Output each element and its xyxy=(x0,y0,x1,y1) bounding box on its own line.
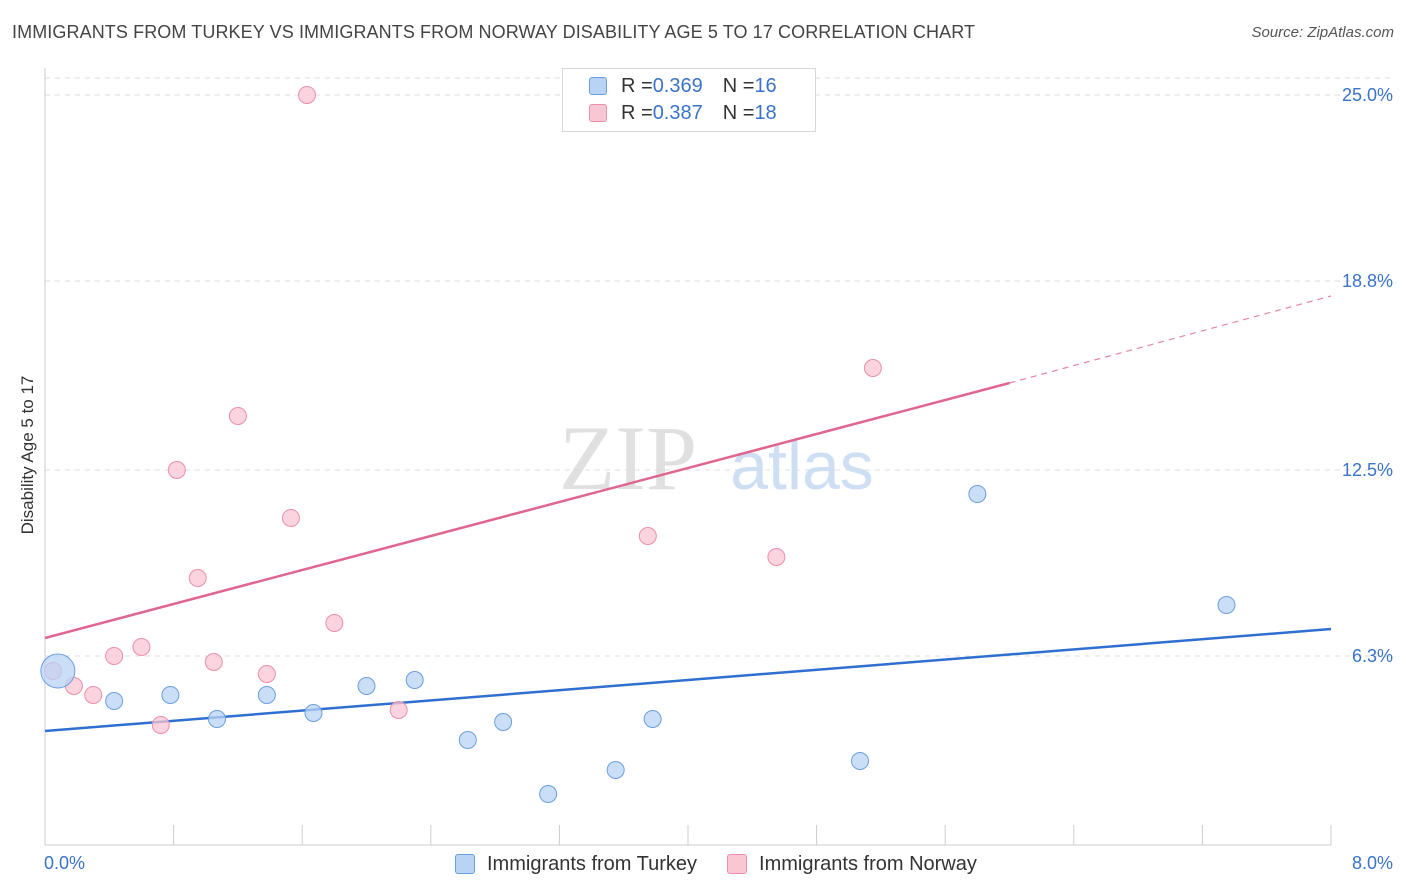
point-norway xyxy=(228,407,247,425)
y-tick-label: 12.5% xyxy=(1342,460,1393,480)
legend-n-label: N = xyxy=(722,101,755,124)
legend-label-turkey: Immigrants from Turkey xyxy=(487,852,698,875)
x-tick-label: 8.0% xyxy=(1352,853,1393,873)
point-turkey xyxy=(105,692,124,710)
watermark: ZIP atlas xyxy=(559,407,874,509)
legend-r-label: R = xyxy=(621,101,653,124)
point-turkey xyxy=(208,710,227,728)
axes xyxy=(44,68,1332,846)
legend-n-label: N = xyxy=(722,74,755,97)
y-tick-label: 25.0% xyxy=(1342,85,1393,105)
legend-r-value: 0.369 xyxy=(652,74,703,97)
point-norway xyxy=(151,716,170,734)
legend-item-turkey[interactable]: Immigrants from Turkey xyxy=(455,853,697,876)
point-turkey xyxy=(851,752,870,770)
point-norway xyxy=(863,359,882,377)
point-turkey xyxy=(1217,596,1236,614)
chart-title: IMMIGRANTS FROM TURKEY VS IMMIGRANTS FRO… xyxy=(12,22,976,42)
point-turkey xyxy=(539,785,558,803)
point-turkey xyxy=(494,713,513,731)
x-tick-label: 0.0% xyxy=(44,853,85,873)
point-norway xyxy=(389,701,408,719)
legend-n-value: 18 xyxy=(754,101,777,124)
legend-row-turkey: R = 0.369 N = 16 xyxy=(589,74,777,98)
watermark-zip: ZIP xyxy=(559,407,697,509)
trend-line-norway-extension xyxy=(1009,295,1332,384)
point-norway xyxy=(84,686,103,704)
point-turkey xyxy=(968,485,987,503)
source-credit: Source: ZipAtlas.com xyxy=(1251,24,1394,41)
point-norway xyxy=(325,614,344,632)
y-axis-label: Disability Age 5 to 17 xyxy=(18,375,37,535)
point-norway xyxy=(638,527,657,545)
point-norway xyxy=(257,665,276,683)
legend-item-norway[interactable]: Immigrants from Norway xyxy=(727,853,977,876)
gridlines xyxy=(45,77,1395,657)
point-norway xyxy=(298,86,317,104)
point-norway xyxy=(132,638,151,656)
legend-row-norway: R = 0.387 N = 18 xyxy=(589,101,777,125)
legend-label-norway: Immigrants from Norway xyxy=(759,852,977,875)
legend-r-value: 0.387 xyxy=(652,101,703,124)
point-norway xyxy=(204,653,223,671)
legend-swatch-norway xyxy=(589,104,607,122)
point-turkey xyxy=(458,731,477,749)
tick-labels: 6.3% 12.5% 18.8% 25.0% 0.0% 8.0% xyxy=(44,85,1393,873)
legend-r-label: R = xyxy=(621,74,653,97)
point-turkey xyxy=(40,653,76,689)
legend-n-value: 16 xyxy=(754,74,777,97)
watermark-atlas: atlas xyxy=(730,428,874,504)
trend-lines xyxy=(44,295,1332,733)
legend-swatch-turkey xyxy=(589,77,607,95)
point-turkey xyxy=(405,671,424,689)
point-turkey xyxy=(357,677,376,695)
point-turkey xyxy=(257,686,276,704)
y-tick-label: 6.3% xyxy=(1352,646,1393,666)
point-norway xyxy=(105,647,124,665)
y-tick-label: 18.8% xyxy=(1342,271,1393,291)
point-norway xyxy=(281,509,300,527)
point-turkey xyxy=(161,686,180,704)
correlation-legend: R = 0.369 N = 16 R = 0.387 N = 18 xyxy=(562,68,816,132)
point-turkey xyxy=(643,710,662,728)
point-norway xyxy=(188,569,207,587)
trend-line-turkey xyxy=(44,627,1332,733)
point-turkey xyxy=(304,704,323,722)
point-turkey xyxy=(606,761,625,779)
point-norway xyxy=(167,461,186,479)
point-norway xyxy=(767,548,786,566)
series-legend: Immigrants from Turkey Immigrants from N… xyxy=(455,851,1007,877)
legend-swatch-turkey xyxy=(455,854,475,874)
data-points xyxy=(40,86,1236,803)
legend-swatch-norway xyxy=(727,854,748,874)
trend-line-norway xyxy=(44,381,1010,640)
